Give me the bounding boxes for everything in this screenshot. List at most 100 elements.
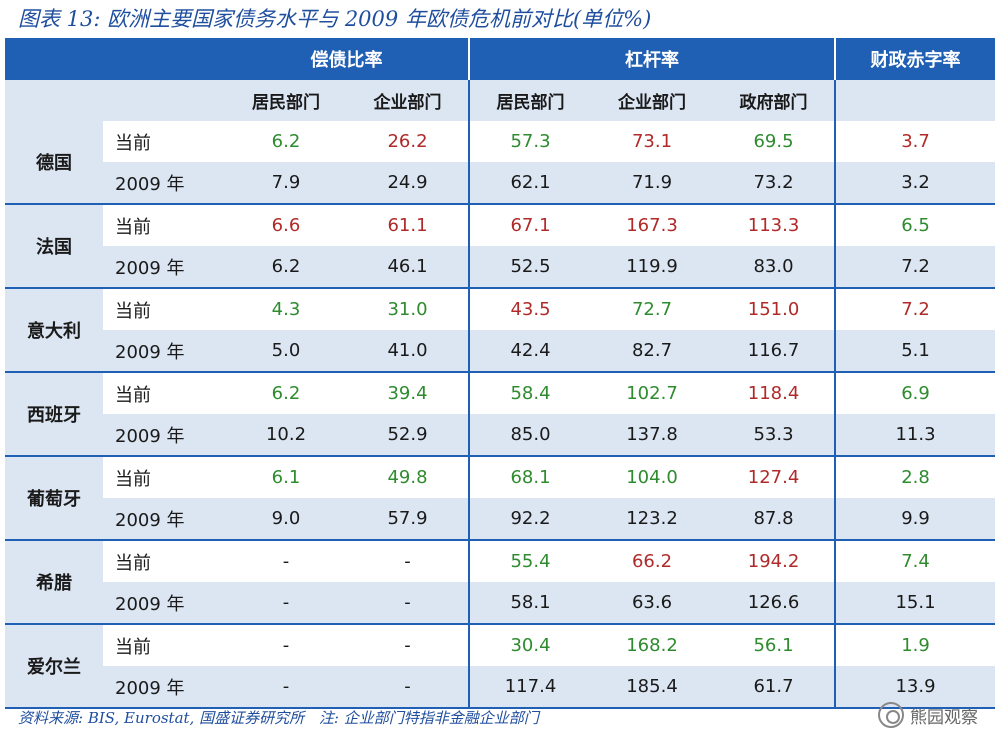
value-cell: 71.9 [591,162,713,205]
country-cell: 德国 [5,121,103,205]
period-label: 当前 [103,540,225,582]
value-cell: 6.2 [225,246,347,289]
table-row: 西班牙 当前 6.2 39.4 58.4 102.7 118.4 6.9 [5,372,996,457]
value-cell: 6.2 [225,121,347,162]
value-cell: 72.7 [591,288,713,330]
value-cell: 104.0 [591,456,713,498]
value-cell: 58.1 [468,582,591,625]
value-cell: 92.2 [468,498,591,541]
period-label: 当前 [103,456,225,498]
value-cell: 66.2 [591,540,713,582]
value-cell: 113.3 [713,204,836,246]
value-cell: 67.1 [468,204,591,246]
country-cell: 法国 [5,204,103,289]
table-row: 2009 年 7.9 24.9 62.1 71.9 73.2 3.2 [5,162,996,205]
value-cell: 46.1 [347,246,469,289]
value-cell: 6.5 [834,204,996,246]
period-label: 当前 [103,121,225,162]
value-cell: - [347,624,469,666]
value-cell: 61.7 [713,666,836,709]
period-label: 2009 年 [103,246,225,289]
value-cell: - [347,540,469,582]
value-cell: 31.0 [347,288,469,330]
value-cell: 73.2 [713,162,836,205]
value-cell: 10.2 [225,414,347,457]
value-cell: 52.5 [468,246,591,289]
country-cell: 爱尔兰 [5,624,103,709]
value-cell: 39.4 [347,372,469,414]
value-cell: 6.9 [834,372,996,414]
header-col-corporate-dsr: 企业部门 [347,80,469,121]
watermark-text: 熊园观察 [910,707,978,728]
value-cell: 185.4 [591,666,713,709]
header-col-household-leverage: 居民部门 [468,80,591,121]
value-cell: 127.4 [713,456,836,498]
table-row: 2009 年 5.0 41.0 42.4 82.7 116.7 5.1 [5,330,996,373]
note-text: 注: 企业部门特指非金融企业部门 [318,709,539,727]
value-cell: 57.9 [347,498,469,541]
value-cell: 57.3 [468,121,591,162]
value-cell: 2.8 [834,456,996,498]
header-col-deficit-blank [834,80,996,121]
value-cell: 7.4 [834,540,996,582]
value-cell: 6.2 [225,372,347,414]
value-cell: 9.0 [225,498,347,541]
value-cell: 7.2 [834,288,996,330]
period-label: 2009 年 [103,162,225,205]
value-cell: 5.1 [834,330,996,373]
value-cell: 26.2 [347,121,469,162]
period-label: 2009 年 [103,414,225,457]
value-cell: 1.9 [834,624,996,666]
value-cell: 117.4 [468,666,591,709]
value-cell: 168.2 [591,624,713,666]
value-cell: - [225,666,347,709]
header-col-corporate-leverage: 企业部门 [591,80,713,121]
value-cell: - [225,582,347,625]
period-label: 2009 年 [103,498,225,541]
value-cell: 167.3 [591,204,713,246]
value-cell: 83.0 [713,246,836,289]
value-cell: - [347,666,469,709]
value-cell: 56.1 [713,624,836,666]
period-label: 当前 [103,204,225,246]
period-label: 2009 年 [103,330,225,373]
value-cell: 73.1 [591,121,713,162]
value-cell: 6.6 [225,204,347,246]
header-sub-corner [5,80,225,121]
table-row: 2009 年 - -58.1 63.6 126.6 15.1 [5,582,996,625]
value-cell: 62.1 [468,162,591,205]
value-cell: 3.7 [834,121,996,162]
table-row: 2009 年 10.2 52.9 85.0 137.8 53.3 11.3 [5,414,996,457]
header-col-government-leverage: 政府部门 [713,80,836,121]
table-row: 法国 当前 6.6 61.1 67.1 167.3 113.3 6.5 [5,204,996,289]
country-cell: 西班牙 [5,372,103,457]
value-cell: 137.8 [591,414,713,457]
value-cell: 7.2 [834,246,996,289]
value-cell: 55.4 [468,540,591,582]
header-group-debt-service: 偿债比率 [225,38,469,80]
value-cell: 43.5 [468,288,591,330]
value-cell: 61.1 [347,204,469,246]
table-row: 2009 年 6.2 46.1 52.5 119.9 83.0 7.2 [5,246,996,289]
value-cell: 3.2 [834,162,996,205]
source-footer: 资料来源: BIS, Eurostat, 国盛证券研究所 注: 企业部门特指非金… [18,706,798,730]
value-cell: 13.9 [834,666,996,709]
header-row-sectors: 居民部门 企业部门 居民部门 企业部门 政府部门 [5,80,996,121]
country-cell: 意大利 [5,288,103,373]
value-cell: - [347,582,469,625]
value-cell: 7.9 [225,162,347,205]
value-cell: 63.6 [591,582,713,625]
header-col-household-dsr: 居民部门 [225,80,347,121]
table-row: 2009 年 - -117.4 185.4 61.7 13.9 [5,666,996,709]
value-cell: 119.9 [591,246,713,289]
period-label: 2009 年 [103,666,225,709]
header-corner [5,38,225,80]
value-cell: - [225,624,347,666]
country-cell: 希腊 [5,540,103,625]
value-cell: 6.1 [225,456,347,498]
value-cell: 49.8 [347,456,469,498]
value-cell: 69.5 [713,121,836,162]
table-row: 2009 年 9.0 57.9 92.2 123.2 87.8 9.9 [5,498,996,541]
table-row: 葡萄牙 当前 6.1 49.8 68.1 104.0 127.4 2.8 [5,456,996,541]
table-row: 德国 当前 6.2 26.2 57.3 73.1 69.5 3.7 [5,121,996,205]
